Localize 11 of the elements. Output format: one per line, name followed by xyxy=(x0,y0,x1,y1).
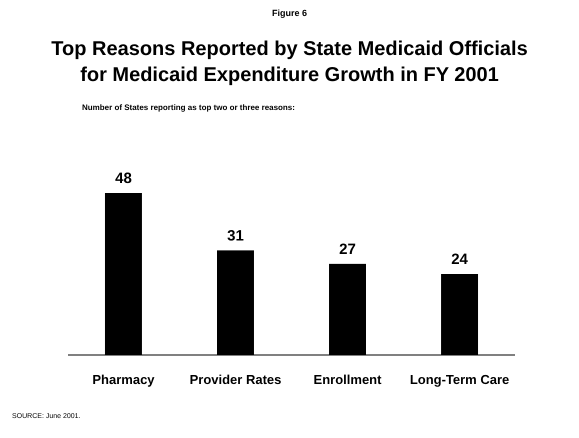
data-label: 27 xyxy=(339,240,356,258)
x-tick-label: Enrollment xyxy=(314,372,382,387)
x-tick-label: Provider Rates xyxy=(190,372,282,387)
data-label: 48 xyxy=(115,170,132,187)
chart-title: Top Reasons Reported by State Medicaid Officials for Medicaid Expenditure Growth in FY 2001 xyxy=(51,38,528,86)
chart-subtitle: Number of States reporting as top two or three reasons: xyxy=(82,103,295,112)
x-tick-label: Pharmacy xyxy=(92,372,156,387)
data-label: 31 xyxy=(227,227,244,244)
caption: Figure 6 xyxy=(272,8,308,18)
x-tick-label: Long-Term Care xyxy=(410,372,510,387)
data-label: 24 xyxy=(451,251,469,268)
